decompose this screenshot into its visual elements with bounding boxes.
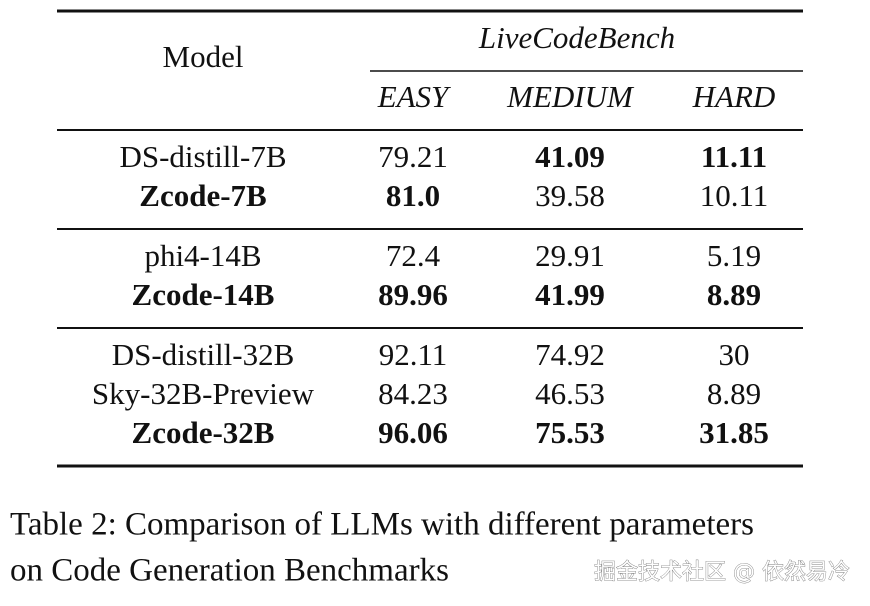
score-cell: 30 (719, 337, 750, 372)
score-cell: 96.06 (378, 415, 448, 450)
model-cell: phi4-14B (144, 238, 261, 273)
caption: on Code Generation Benchmarks (10, 553, 449, 589)
score-cell: 5.19 (707, 238, 761, 273)
score-cell: 8.89 (707, 277, 761, 312)
score-cell: 41.09 (535, 139, 605, 174)
header-cell: LiveCodeBench (478, 20, 675, 55)
model-cell: Zcode-32B (132, 415, 275, 450)
score-cell: 10.11 (700, 178, 769, 213)
model-cell: Zcode-14B (132, 277, 275, 312)
score-cell: 81.0 (386, 178, 440, 213)
score-cell: 46.53 (535, 376, 605, 411)
score-cell: 79.21 (378, 139, 448, 174)
header-cell: MEDIUM (506, 79, 635, 114)
score-cell: 92.11 (379, 337, 448, 372)
header-cell: Model (163, 39, 244, 74)
watermark: 掘金技术社区 @ 依然易冷 (594, 560, 850, 585)
score-cell: 41.99 (535, 277, 605, 312)
score-cell: 29.91 (535, 238, 605, 273)
score-cell: 84.23 (378, 376, 448, 411)
score-cell: 74.92 (535, 337, 605, 372)
caption: Table 2: Comparison of LLMs with differe… (10, 507, 754, 543)
model-cell: Zcode-7B (139, 178, 266, 213)
header-cell: HARD (692, 79, 776, 114)
score-cell: 31.85 (699, 415, 769, 450)
score-cell: 89.96 (378, 277, 448, 312)
score-cell: 39.58 (535, 178, 605, 213)
score-cell: 8.89 (707, 376, 761, 411)
header-cell: EASY (377, 79, 451, 114)
score-cell: 72.4 (386, 238, 441, 273)
model-cell: DS-distill-7B (119, 139, 286, 174)
model-cell: DS-distill-32B (112, 337, 295, 372)
score-cell: 75.53 (535, 415, 605, 450)
model-cell: Sky-32B-Preview (92, 376, 315, 411)
score-cell: 11.11 (701, 139, 767, 174)
